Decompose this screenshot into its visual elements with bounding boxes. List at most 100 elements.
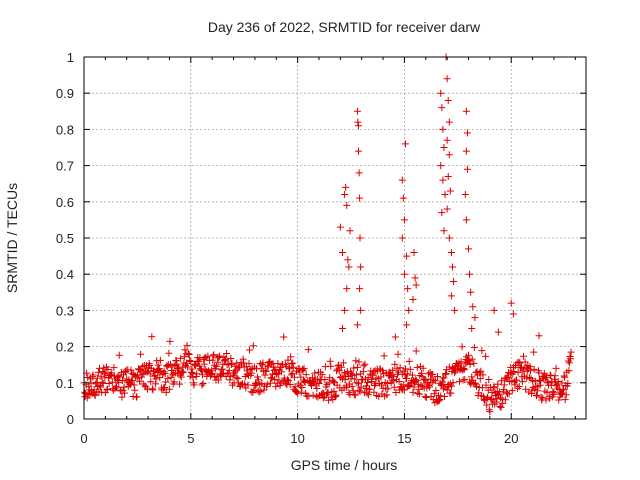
data-point: [346, 227, 354, 235]
data-point: [341, 376, 349, 384]
data-point: [444, 172, 452, 180]
data-point: [338, 248, 346, 256]
y-tick-label: 0.2: [56, 340, 74, 355]
data-point: [554, 378, 562, 386]
data-point: [398, 176, 406, 184]
data-point: [561, 373, 569, 381]
data-point: [448, 263, 456, 271]
data-point: [216, 370, 224, 378]
y-tick-label: 0.4: [56, 267, 74, 282]
data-point: [137, 350, 145, 358]
data-point: [98, 378, 106, 386]
data-point: [564, 379, 572, 387]
data-point: [363, 389, 371, 397]
data-point: [149, 386, 157, 394]
data-point: [336, 223, 344, 231]
data-point: [145, 360, 153, 368]
axes: 00.10.20.30.40.50.60.70.80.910 5 10 15 20: [56, 50, 586, 446]
data-point: [440, 374, 448, 382]
data-point: [184, 363, 192, 371]
data-point: [261, 371, 269, 379]
data-point: [99, 379, 107, 387]
data-point: [508, 387, 516, 395]
data-point: [396, 364, 404, 372]
data-point: [85, 383, 93, 391]
data-point: [214, 358, 222, 366]
data-point: [285, 377, 293, 385]
data-point: [287, 353, 295, 361]
data-point: [240, 359, 248, 367]
data-point: [468, 373, 476, 381]
data-point: [471, 379, 479, 387]
data-point: [227, 361, 235, 369]
data-point: [215, 376, 223, 384]
data-point: [199, 371, 207, 379]
data-point: [218, 371, 226, 379]
data-point: [565, 367, 573, 375]
data-point: [354, 147, 362, 155]
data-point: [393, 365, 401, 373]
data-point: [255, 388, 263, 396]
data-point: [192, 362, 200, 370]
data-point: [357, 383, 365, 391]
data-point: [558, 379, 566, 387]
data-point: [173, 364, 181, 372]
data-point: [343, 201, 351, 209]
data-point: [498, 395, 506, 403]
data-point: [540, 369, 548, 377]
data-point: [181, 346, 189, 354]
data-point: [110, 364, 118, 372]
data-point: [483, 401, 491, 409]
y-tick-label: 0.9: [56, 86, 74, 101]
data-point: [196, 353, 204, 361]
data-point: [444, 96, 452, 104]
data-point: [447, 292, 455, 300]
data-point: [209, 352, 217, 360]
data-point: [551, 372, 559, 380]
data-point: [166, 337, 174, 345]
data-point: [223, 349, 231, 357]
data-point: [436, 396, 444, 403]
data-point: [351, 375, 359, 383]
data-point: [152, 380, 160, 388]
data-point: [351, 391, 359, 399]
x-tick-label: 20: [504, 431, 518, 446]
data-point: [165, 349, 173, 357]
data-point: [461, 360, 469, 368]
x-tick-label: 15: [397, 431, 411, 446]
data-point: [259, 359, 267, 367]
data-point: [391, 333, 399, 341]
data-point: [450, 277, 458, 285]
data-point: [249, 342, 257, 350]
data-point: [354, 122, 362, 130]
data-point: [208, 366, 216, 374]
data-point: [446, 187, 454, 195]
data-point: [160, 368, 168, 376]
data-point: [419, 364, 427, 372]
data-point: [550, 375, 558, 383]
data-point: [394, 350, 402, 358]
data-point: [326, 357, 334, 365]
data-point: [366, 385, 374, 393]
data-point: [364, 374, 372, 382]
data-point: [415, 390, 423, 398]
data-point: [460, 366, 468, 374]
data-point: [432, 387, 440, 395]
data-point: [177, 354, 185, 362]
data-point: [440, 144, 448, 151]
data-point: [162, 388, 170, 396]
data-point: [399, 381, 407, 389]
data-point: [356, 194, 364, 202]
data-point: [483, 393, 491, 401]
data-point: [297, 388, 305, 396]
data-point: [245, 360, 253, 368]
data-point: [390, 383, 398, 391]
data-point: [355, 169, 363, 177]
data-point: [553, 381, 561, 389]
data-point: [324, 389, 332, 397]
data-point: [342, 382, 350, 390]
data-point: [409, 296, 417, 304]
data-point: [379, 367, 387, 375]
data-point: [113, 383, 121, 391]
